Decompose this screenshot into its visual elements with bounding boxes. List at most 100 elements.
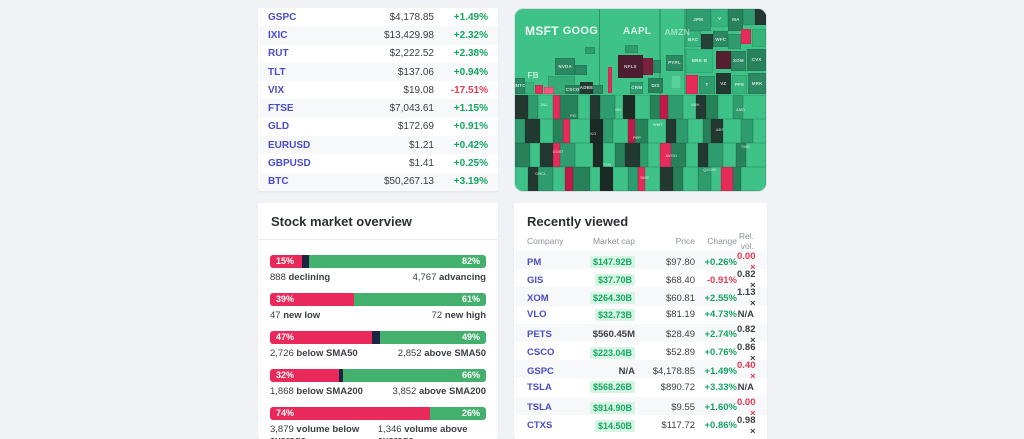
heatmap-tile[interactable] — [635, 118, 648, 143]
heatmap-tile[interactable] — [635, 94, 651, 119]
heatmap-tile[interactable] — [537, 166, 553, 191]
recent-row-pm[interactable]: PM $147.92B $97.80 +0.26% 0.00 × — [514, 251, 767, 273]
heatmap-tile[interactable] — [527, 166, 538, 191]
heatmap-tile[interactable] — [540, 142, 553, 167]
heatmap-tile[interactable] — [710, 166, 721, 191]
heatmap-tile[interactable] — [670, 142, 686, 167]
heatmap-tile[interactable] — [753, 118, 766, 143]
heatmap-tile[interactable] — [577, 94, 591, 119]
heatmap-tile[interactable] — [660, 142, 671, 167]
heatmap-tile-bac[interactable]: BAC — [685, 30, 701, 48]
heatmap-tile[interactable] — [728, 34, 741, 50]
heatmap-tile[interactable] — [720, 166, 734, 191]
recent-symbol[interactable]: VLO — [527, 309, 547, 321]
heatmap-tile[interactable] — [735, 142, 746, 167]
heatmap-tile[interactable] — [537, 94, 553, 119]
heatmap-tile[interactable] — [647, 142, 661, 167]
heatmap-tile[interactable] — [715, 50, 731, 70]
recent-symbol[interactable]: PM — [527, 256, 542, 268]
recent-row-gis[interactable]: GIS $37.70B $68.40 -0.91% 0.82 × — [514, 269, 767, 291]
ticker-row-btc[interactable]: BTC $50,267.13 +3.19% — [258, 172, 498, 191]
ticker-symbol[interactable]: BTC — [268, 176, 289, 188]
heatmap-tile[interactable] — [590, 94, 601, 119]
heatmap-tile[interactable] — [743, 9, 755, 26]
heatmap-tile[interactable] — [625, 45, 638, 53]
heatmap-tile[interactable] — [627, 118, 636, 143]
recent-row-csco[interactable]: CSCO $223.04B $52.89 +0.76% 0.86 × — [514, 342, 767, 364]
recent-symbol[interactable]: CSCO — [527, 347, 555, 359]
heatmap-tile[interactable] — [667, 94, 684, 119]
heatmap-tile[interactable] — [612, 166, 628, 191]
heatmap-tile[interactable] — [575, 142, 593, 167]
heatmap-tile[interactable] — [645, 166, 661, 191]
heatmap-tile[interactable] — [698, 166, 711, 191]
recent-symbol[interactable]: XOM — [527, 292, 549, 304]
recent-row-tsla[interactable]: TSLA $568.26B $890.72 +3.33% N/A — [514, 378, 767, 396]
heatmap-tile[interactable] — [653, 59, 661, 73]
heatmap-tile[interactable] — [685, 74, 699, 94]
heatmap-tile[interactable] — [592, 85, 603, 94]
heatmap-tile-pfe[interactable]: PFE — [732, 74, 748, 94]
heatmap-tile-crm[interactable]: CRM — [630, 81, 643, 94]
heatmap-tile[interactable] — [710, 118, 724, 143]
recent-symbol[interactable]: CTXS — [527, 420, 553, 432]
heatmap-tile[interactable] — [650, 94, 661, 119]
heatmap-tile[interactable] — [590, 166, 601, 191]
heatmap-tile[interactable] — [673, 166, 684, 191]
heatmap-tile[interactable] — [675, 118, 689, 143]
heatmap-tile[interactable] — [698, 142, 709, 167]
heatmap-tile[interactable] — [754, 9, 766, 26]
heatmap-tile[interactable] — [640, 142, 648, 167]
heatmap-tile-ma[interactable]: MA — [728, 9, 744, 31]
heatmap-tile[interactable] — [602, 142, 616, 167]
heatmap-tile[interactable] — [552, 118, 563, 143]
ticker-symbol[interactable]: EURUSD — [268, 139, 311, 151]
heatmap-tile-dis[interactable]: DIS — [648, 78, 664, 93]
heatmap-tile-nflx[interactable]: NFLX — [617, 54, 643, 79]
heatmap-tile[interactable] — [670, 74, 681, 90]
recent-row-vlo[interactable]: VLO $32.73B $81.19 +4.73% N/A — [514, 306, 767, 324]
market-heatmap[interactable]: NVDA NFLX PYPL DIS INTC CSCO ADBE CRM JPM V MA BAC W… — [514, 8, 767, 192]
ticker-symbol[interactable]: TLT — [268, 66, 286, 78]
heatmap-tile[interactable] — [552, 166, 566, 191]
heatmap-tile[interactable] — [660, 166, 674, 191]
heatmap-tile[interactable] — [665, 118, 676, 143]
heatmap-tile[interactable] — [637, 166, 646, 191]
heatmap-tile[interactable] — [627, 166, 638, 191]
heatmap-tile-v[interactable]: V — [710, 9, 729, 28]
heatmap-tile[interactable] — [600, 94, 616, 119]
heatmap-tile-t[interactable]: T — [699, 76, 715, 94]
ticker-row-gbpusd[interactable]: GBPUSD $1.41 +0.25% — [258, 154, 498, 172]
heatmap-tile[interactable] — [660, 94, 668, 119]
heatmap-tile[interactable] — [723, 118, 741, 143]
heatmap-tile[interactable] — [743, 94, 766, 119]
heatmap-tile[interactable] — [592, 142, 603, 167]
recent-symbol[interactable]: GIS — [527, 274, 544, 286]
heatmap-tile[interactable] — [565, 166, 573, 191]
heatmap-tile[interactable] — [525, 81, 534, 94]
recent-symbol[interactable]: PETS — [527, 329, 552, 341]
ticker-symbol[interactable]: RUT — [268, 48, 289, 60]
heatmap-tile[interactable] — [683, 94, 696, 119]
recent-symbol[interactable]: TSLA — [527, 381, 552, 393]
heatmap-tile[interactable] — [622, 94, 636, 119]
ticker-symbol[interactable]: FTSE — [268, 103, 294, 115]
heatmap-tile[interactable] — [608, 67, 612, 93]
heatmap-tile[interactable] — [535, 85, 543, 94]
heatmap-tile[interactable] — [515, 166, 528, 191]
heatmap-tile-nvda[interactable]: NVDA — [555, 58, 576, 75]
heatmap-tile[interactable] — [615, 94, 623, 119]
heatmap-tile[interactable] — [525, 118, 541, 143]
heatmap-tile[interactable] — [740, 166, 766, 191]
heatmap-tile[interactable] — [752, 29, 766, 48]
heatmap-tile-jpm[interactable]: JPM — [685, 9, 711, 31]
heatmap-tile[interactable] — [625, 142, 641, 167]
ticker-row-gspc[interactable]: GSPC $4,178.85 +1.49% — [258, 8, 498, 26]
heatmap-tile[interactable] — [740, 118, 754, 143]
heatmap-tile[interactable] — [530, 142, 541, 167]
heatmap-tile[interactable] — [695, 94, 706, 119]
heatmap-tile[interactable] — [647, 118, 666, 143]
recent-row-tsla[interactable]: TSLA $914.90B $9.55 +1.60% 0.00 × — [514, 396, 767, 419]
heatmap-tile[interactable] — [570, 118, 591, 143]
heatmap-tile[interactable] — [527, 94, 538, 119]
